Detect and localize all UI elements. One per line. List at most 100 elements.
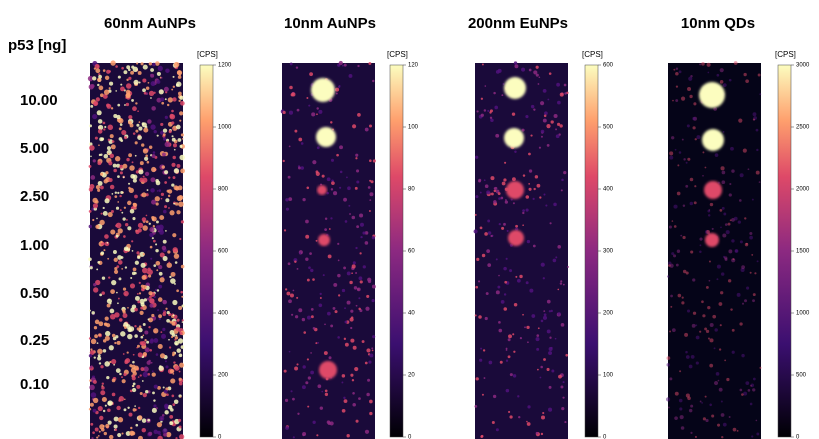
speckle	[343, 337, 347, 341]
speckle	[522, 209, 525, 212]
speckle	[134, 271, 137, 275]
speckle	[685, 184, 689, 188]
row-label: 0.50	[20, 285, 49, 302]
speckle	[139, 161, 144, 166]
spot	[316, 127, 336, 147]
speckle	[719, 208, 723, 212]
speckle	[102, 409, 106, 413]
speckle	[129, 283, 136, 289]
speckle	[294, 129, 298, 133]
speckle	[543, 313, 547, 317]
speckle	[148, 326, 151, 329]
speckle	[113, 114, 118, 119]
speckle	[96, 217, 98, 220]
speckle	[132, 353, 135, 356]
speckle	[160, 331, 163, 334]
speckle	[357, 64, 360, 68]
speckle	[337, 336, 340, 339]
speckle	[724, 256, 728, 260]
speckle	[97, 83, 100, 87]
speckle	[142, 334, 145, 337]
speckle	[131, 376, 136, 381]
speckle	[137, 376, 140, 378]
speckle	[692, 126, 696, 130]
speckle	[369, 192, 374, 197]
speckle	[164, 205, 168, 209]
speckle	[165, 365, 169, 369]
speckle	[90, 155, 92, 158]
speckle	[110, 313, 116, 320]
speckle	[666, 356, 671, 360]
speckle	[741, 302, 745, 305]
speckle	[143, 366, 149, 372]
speckle	[134, 154, 137, 157]
speckle	[355, 304, 358, 307]
speckle	[142, 284, 147, 290]
speckle	[94, 427, 99, 432]
speckle	[179, 119, 182, 122]
speckle	[118, 127, 122, 131]
speckle	[689, 201, 694, 206]
speckle	[129, 123, 134, 128]
speckle	[681, 296, 684, 299]
speckle	[296, 296, 299, 299]
speckle	[89, 402, 94, 407]
speckle	[151, 370, 154, 373]
speckle	[156, 190, 159, 192]
speckle	[128, 187, 134, 194]
speckle	[158, 317, 161, 321]
speckle	[137, 228, 142, 233]
speckle	[755, 170, 760, 175]
speckle	[682, 204, 686, 208]
speckle	[127, 406, 130, 409]
speckle	[359, 252, 362, 255]
speckle	[95, 224, 100, 229]
speckle	[701, 62, 705, 66]
speckle	[87, 75, 94, 82]
speckle	[724, 223, 728, 226]
speckle	[150, 97, 152, 99]
speckle	[364, 241, 369, 245]
speckle	[98, 333, 102, 337]
speckle	[166, 103, 170, 107]
speckle	[540, 262, 545, 267]
speckle	[98, 85, 104, 91]
speckle	[130, 307, 136, 313]
speckle	[118, 277, 122, 281]
speckle	[144, 339, 147, 342]
speckle	[338, 85, 341, 87]
speckle	[528, 68, 532, 72]
speckle	[142, 352, 147, 357]
speckle	[540, 135, 543, 138]
speckle	[121, 268, 123, 270]
speckle	[709, 202, 714, 207]
speckle	[156, 71, 161, 76]
speckle	[157, 430, 161, 435]
speckle	[151, 407, 157, 413]
speckle	[356, 225, 360, 229]
speckle	[161, 245, 167, 251]
speckle	[155, 407, 158, 410]
speckle	[158, 314, 162, 319]
speckle	[110, 229, 116, 235]
speckle	[743, 72, 747, 77]
speckle	[312, 420, 316, 424]
speckle	[531, 314, 536, 318]
speckle	[352, 392, 355, 395]
speckle	[92, 76, 97, 81]
speckle	[155, 248, 159, 253]
speckle	[104, 361, 110, 367]
speckle	[170, 278, 176, 284]
speckle	[136, 384, 141, 389]
speckle	[497, 285, 501, 289]
speckle	[721, 180, 726, 185]
speckle	[162, 256, 168, 262]
speckle	[129, 208, 135, 214]
speckle	[106, 298, 112, 304]
speckle	[316, 113, 318, 116]
speckle	[675, 72, 679, 76]
speckle	[123, 326, 127, 329]
speckle	[145, 349, 148, 352]
speckle	[540, 432, 544, 436]
speckle	[562, 396, 565, 399]
